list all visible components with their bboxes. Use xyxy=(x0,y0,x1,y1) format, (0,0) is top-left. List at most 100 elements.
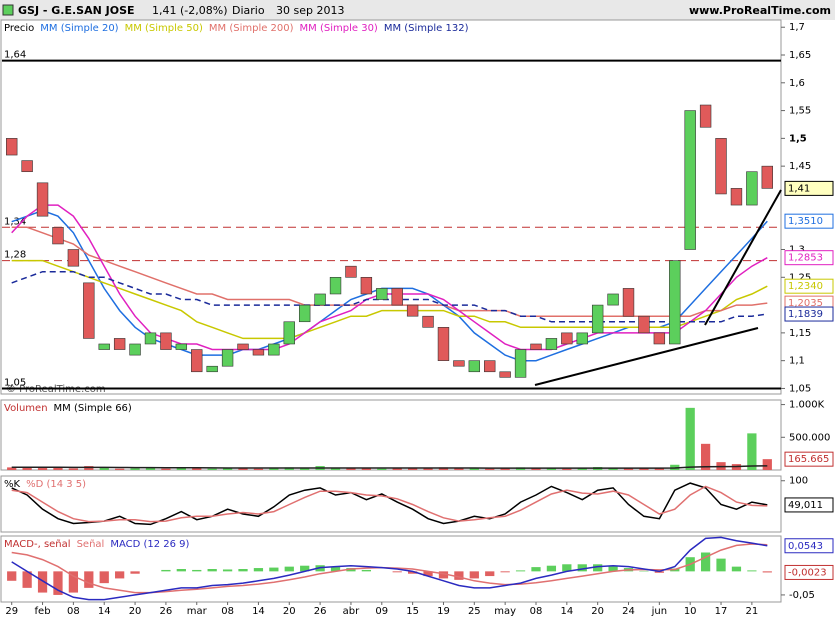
candle xyxy=(406,304,419,317)
y-tick-label: 1,3 xyxy=(789,245,805,256)
y-tick-label: 1,1 xyxy=(789,356,805,367)
x-tick-label: may xyxy=(494,606,516,617)
legend-entry: Precio xyxy=(4,23,34,34)
value-label: 165.665 xyxy=(788,454,829,465)
histogram-bar xyxy=(546,565,557,572)
macd-frame xyxy=(0,535,782,603)
volume-bar xyxy=(577,468,587,470)
volume-bar xyxy=(99,468,109,470)
candle xyxy=(561,332,573,345)
candle xyxy=(191,349,203,373)
series-line xyxy=(11,536,768,601)
site: www.ProRealTime.com xyxy=(689,4,831,17)
x-tick-label: 26 xyxy=(314,606,327,617)
candle xyxy=(314,293,326,306)
price-frame xyxy=(0,19,782,395)
candle xyxy=(237,343,249,350)
candle xyxy=(699,104,712,128)
value-label-box xyxy=(784,213,834,229)
legend-entry: %D (14 3 5) xyxy=(26,479,86,490)
x-tick-label: 19 xyxy=(437,606,450,617)
series-line xyxy=(11,465,768,469)
volume-bar xyxy=(53,467,63,470)
histogram-bar xyxy=(130,571,140,574)
volume-bar xyxy=(500,468,510,470)
series-line xyxy=(11,259,768,340)
histogram-bar xyxy=(253,568,264,572)
histogram-bar xyxy=(731,566,742,572)
histogram-bar xyxy=(700,552,711,572)
candle xyxy=(669,260,681,345)
value-label: -0,0023 xyxy=(788,567,827,578)
histogram-bar xyxy=(7,571,17,581)
x-tick-label: 17 xyxy=(715,606,728,617)
x-tick-label: 14 xyxy=(252,606,265,617)
volume-bar xyxy=(454,468,464,470)
y-tick-label: 1,7 xyxy=(789,22,805,33)
value-label-box xyxy=(784,451,834,467)
volume-bar xyxy=(685,407,695,470)
x-tick-label: 20 xyxy=(591,606,604,617)
candle xyxy=(530,343,542,350)
candle xyxy=(484,360,496,373)
volume-bar xyxy=(130,468,140,470)
histogram-bar xyxy=(192,569,202,572)
volume-bar xyxy=(485,468,495,470)
x-tick-label: jun xyxy=(651,606,667,617)
histogram-bar xyxy=(99,571,109,584)
value-label: 49,011 xyxy=(788,500,823,511)
volume-bar xyxy=(37,468,48,470)
candle xyxy=(52,226,64,245)
volume-bar xyxy=(639,468,649,470)
series-line xyxy=(11,485,768,523)
legend-entry: MM (Simple 50) xyxy=(125,23,203,34)
x-tick-label: mar xyxy=(187,606,208,617)
volume-bar xyxy=(176,467,186,470)
series-line xyxy=(11,270,768,323)
candle xyxy=(36,182,49,217)
legend-entry: Volumen xyxy=(4,403,48,414)
volume-bar xyxy=(269,468,279,470)
x-tick-label: 14 xyxy=(98,606,111,617)
histogram-bar xyxy=(454,571,464,580)
histogram-bar xyxy=(37,571,48,593)
level-label: 1,34 xyxy=(4,216,26,227)
histogram-bar xyxy=(161,569,171,572)
x-tick-label: abr xyxy=(343,606,360,617)
histogram-bar xyxy=(330,566,341,572)
x-tick-label: 08 xyxy=(67,606,80,617)
quote: 1,41 (-2,08%) xyxy=(152,4,228,17)
level-label: 1,64 xyxy=(4,50,26,61)
volume-bar xyxy=(423,467,433,470)
volume-bar xyxy=(361,468,371,470)
volume-bar xyxy=(346,468,356,470)
volume-bar xyxy=(330,468,341,470)
value-label-box xyxy=(784,538,834,554)
histogram-bar xyxy=(469,571,479,579)
y-tick-label: -0,05 xyxy=(789,590,815,601)
candle xyxy=(160,332,172,350)
series-line xyxy=(11,482,768,526)
histogram-bar xyxy=(531,567,541,572)
volume-bar xyxy=(161,468,171,470)
watermark: © ProRealTime.com xyxy=(6,384,106,395)
y-tick-label: 100 xyxy=(789,476,808,487)
x-tick-label: 10 xyxy=(684,606,697,617)
x-tick-label: 08 xyxy=(221,606,234,617)
legend-entry: MM (Simple 132) xyxy=(384,23,469,34)
volume-bar xyxy=(531,468,541,470)
candle xyxy=(653,332,666,345)
legend-entry: MM (Simple 200) xyxy=(209,23,294,34)
candle xyxy=(113,338,126,350)
value-label: 1,3510 xyxy=(788,216,823,227)
volume-bar xyxy=(408,468,418,470)
legend-entry: MM (Simple 30) xyxy=(300,23,378,34)
x-tick-label: 20 xyxy=(129,606,142,617)
candle xyxy=(206,365,218,373)
histogram-bar xyxy=(53,571,63,595)
x-tick-label: 24 xyxy=(622,606,635,617)
level-label: 1,28 xyxy=(4,250,26,261)
candle xyxy=(67,249,80,267)
histogram-bar xyxy=(222,569,233,572)
x-tick-label: 20 xyxy=(283,606,296,617)
